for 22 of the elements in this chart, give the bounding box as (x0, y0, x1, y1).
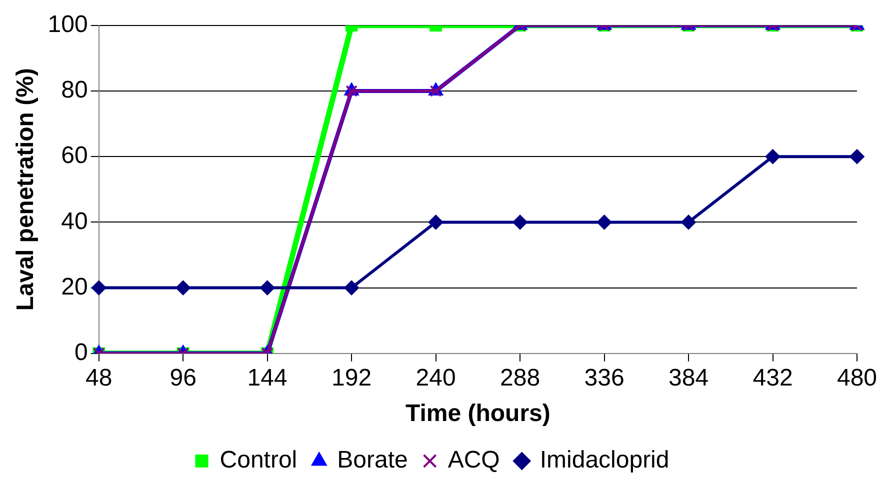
y-tick-label: 20 (61, 273, 88, 300)
x-tick-label: 336 (584, 364, 624, 392)
x-tick-label: 240 (416, 364, 456, 392)
x-tick-label: 432 (752, 364, 793, 392)
y-tick-label: 40 (61, 208, 88, 235)
y-tick-label: 100 (48, 11, 88, 38)
y-tick-label: 0 (74, 339, 88, 366)
x-tick-label: 144 (247, 364, 288, 392)
y-tick-label: 80 (61, 76, 88, 104)
x-tick-label: 192 (332, 364, 372, 392)
legend-label: ACQ (448, 446, 500, 474)
legend-label: Control (220, 446, 298, 474)
x-tick-label: 384 (668, 364, 709, 392)
legend-label: Borate (337, 446, 408, 474)
legend-label: Imidacloprid (540, 446, 670, 474)
x-tick-label: 96 (170, 364, 196, 392)
y-axis-title: Laval penetration (%) (12, 68, 40, 311)
x-tick-label: 48 (85, 364, 112, 392)
x-tick-label: 288 (500, 364, 540, 392)
x-tick-label: 480 (836, 364, 878, 392)
x-axis-title: Time (hours) (405, 400, 550, 428)
y-tick-label: 60 (61, 142, 88, 170)
